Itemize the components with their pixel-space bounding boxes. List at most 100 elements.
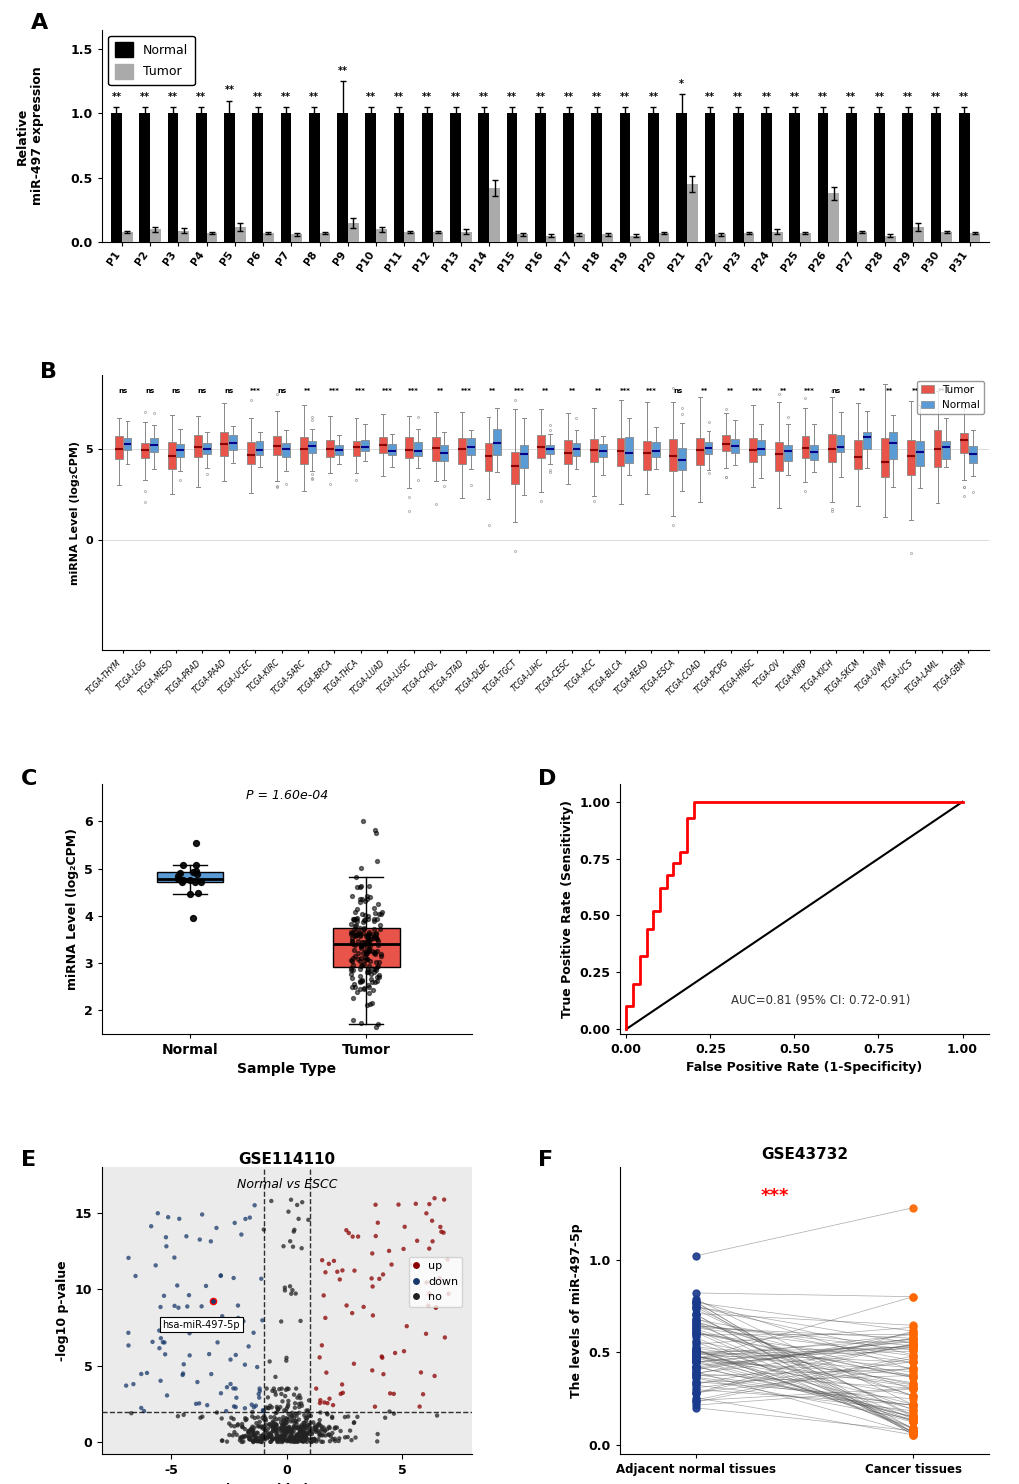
Point (293, 1429, 310, 1453)
Point (687, 1382, 703, 1405)
Point (687, 1322, 703, 1346)
Point (361, 874, 377, 898)
Text: **: ** (760, 92, 770, 102)
Text: **: ** (564, 92, 573, 102)
Point (269, 1422, 285, 1445)
Point (904, 1404, 920, 1428)
Text: **: ** (253, 92, 263, 102)
Point (305, 1428, 321, 1451)
Point (377, 1405, 393, 1429)
PathPatch shape (590, 439, 597, 462)
Point (240, 1428, 257, 1451)
Text: **: ** (733, 92, 743, 102)
Point (315, 1416, 331, 1439)
Point (269, 1396, 285, 1420)
Point (385, 1402, 401, 1426)
Point (687, 1346, 703, 1370)
Point (278, 1419, 294, 1442)
Point (352, 969, 368, 993)
Text: **: ** (884, 387, 892, 393)
Point (346, 944, 363, 968)
Point (687, 1291, 703, 1315)
Point (282, 1425, 299, 1448)
Point (339, 1425, 356, 1448)
Point (364, 926, 380, 950)
Bar (676, 113, 687, 242)
Bar (647, 113, 658, 242)
Point (194, 1202, 210, 1226)
Point (359, 948, 375, 972)
Point (306, 1429, 322, 1453)
Point (367, 939, 383, 963)
Point (355, 1296, 371, 1319)
Point (233, 1426, 250, 1450)
Point (286, 1396, 303, 1420)
Point (367, 925, 383, 948)
Point (243, 1425, 259, 1448)
Point (298, 1425, 314, 1448)
Point (193, 870, 209, 893)
Point (687, 1391, 703, 1414)
Point (363, 939, 379, 963)
Point (291, 1417, 308, 1441)
Point (342, 959, 359, 982)
Point (307, 1417, 323, 1441)
Point (426, 1186, 442, 1209)
Point (229, 1413, 246, 1437)
Point (361, 929, 377, 953)
Point (298, 1416, 314, 1439)
Point (904, 1377, 920, 1401)
Point (291, 1419, 308, 1442)
Point (687, 1306, 703, 1330)
PathPatch shape (959, 432, 967, 453)
Point (246, 1416, 262, 1439)
PathPatch shape (300, 438, 308, 464)
Point (127, 1264, 144, 1288)
Point (904, 1405, 920, 1429)
Point (263, 1395, 279, 1419)
Point (247, 1193, 263, 1217)
Point (292, 1426, 309, 1450)
Point (367, 971, 383, 994)
Point (429, 1404, 445, 1428)
Point (170, 1296, 186, 1319)
Text: **: ** (958, 92, 968, 102)
Text: **: ** (964, 387, 971, 393)
Point (290, 1425, 307, 1448)
Point (366, 923, 382, 947)
Text: ns: ns (118, 387, 127, 393)
Bar (941, 232, 951, 242)
Point (687, 1296, 703, 1319)
Point (276, 1279, 292, 1303)
Point (279, 1395, 296, 1419)
Text: F: F (538, 1150, 553, 1169)
Point (282, 1187, 299, 1211)
Text: **: ** (648, 92, 657, 102)
Bar (489, 188, 499, 242)
Point (311, 1423, 327, 1447)
Point (292, 1423, 309, 1447)
Point (292, 1392, 309, 1416)
Bar (883, 236, 895, 242)
Point (311, 1422, 327, 1445)
Point (266, 1414, 282, 1438)
Point (303, 1411, 319, 1435)
Point (904, 1350, 920, 1374)
Point (158, 1235, 174, 1258)
Point (904, 1410, 920, 1434)
Bar (422, 113, 432, 242)
Point (361, 975, 377, 999)
Point (359, 974, 375, 997)
Point (326, 1428, 342, 1451)
Point (254, 1426, 270, 1450)
PathPatch shape (572, 442, 580, 456)
Point (289, 1431, 306, 1454)
Point (390, 1193, 407, 1217)
Point (421, 1236, 437, 1260)
Point (359, 925, 375, 948)
Point (687, 1349, 703, 1373)
Point (350, 941, 366, 965)
Point (264, 1414, 280, 1438)
Point (305, 1417, 321, 1441)
Point (361, 959, 377, 982)
